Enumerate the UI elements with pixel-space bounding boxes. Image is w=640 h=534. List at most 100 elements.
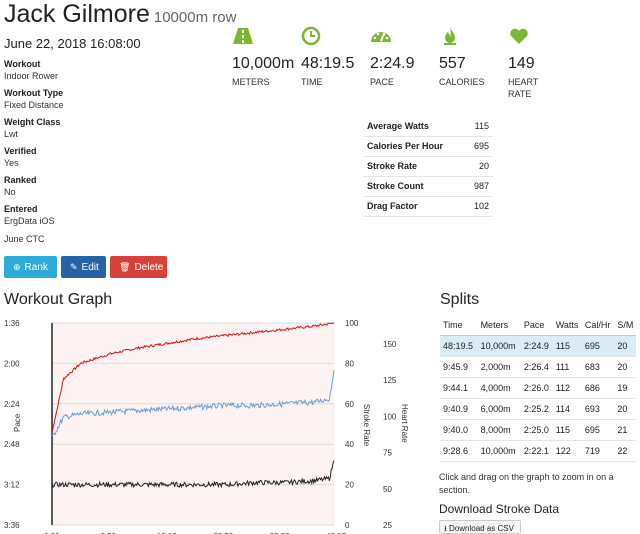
summary-row: Calories Per Hour 695 — [363, 136, 493, 157]
splits-cell: 6,000m — [477, 398, 521, 420]
summary-row: Average Watts 115 — [363, 116, 493, 137]
meta-value: Fixed Distance — [4, 100, 64, 110]
stroke-rate-tick-label: 20 — [345, 481, 354, 490]
splits-cell: 2:25.2 — [520, 398, 553, 420]
heart-rate-tick-label: 50 — [383, 485, 392, 494]
x-tick-label: 28:58 — [213, 532, 234, 534]
stat-calories: 557 CALORIES — [439, 26, 485, 88]
download-csv-button[interactable]: ⭳ Download as CSV — [439, 520, 521, 534]
splits-cell: 695 — [581, 335, 615, 357]
stat-value: 149 — [508, 55, 535, 72]
splits-cell: 9:44.1 — [440, 377, 478, 399]
splits-row[interactable]: 9:40.9 6,000m 2:25.2 114 693 20 — [440, 398, 636, 420]
splits-row[interactable]: 48:19.5 10,000m 2:24.9 115 695 20 — [440, 335, 636, 357]
splits-cell: 2,000m — [477, 356, 521, 378]
stat-meters: 10,000m METERS — [232, 26, 294, 88]
meta-label: Weight Class — [4, 117, 61, 127]
download-icon: ⭳ — [444, 524, 450, 533]
heart-rate-tick-label: 150 — [383, 340, 397, 349]
meta-label: Workout — [4, 59, 41, 69]
splits-cell: 719 — [581, 440, 615, 462]
series-stroke-rate-line — [51, 460, 335, 489]
splits-cell: 2:24.9 — [520, 335, 553, 357]
stat-value: 48:19.5 — [301, 55, 355, 72]
workout-date: June 22, 2018 16:08:00 — [4, 36, 141, 51]
summary-value: 987 — [468, 176, 493, 197]
splits-cell: 10,000m — [477, 440, 521, 462]
splits-cell: 9:28.6 — [440, 440, 478, 462]
splits-cell: 114 — [552, 398, 582, 420]
action-buttons: ⊕ Rank ✎ Edit 🗑 Delete — [4, 256, 167, 278]
x-tick-label: 48:17 — [326, 532, 347, 534]
splits-header: Watts — [552, 315, 582, 336]
pace-tick-label: 2:48 — [4, 440, 20, 449]
heart-rate-tick-label: 25 — [383, 521, 392, 530]
splits-title: Splits — [440, 291, 480, 308]
splits-cell: 9:45.9 — [440, 356, 478, 378]
workout-comment: June CTC — [4, 234, 45, 244]
stat-heart-rate: 149 HEART RATE — [508, 26, 558, 100]
splits-cell: 122 — [552, 440, 582, 462]
stat-value: 2:24.9 — [370, 55, 415, 72]
delete-button[interactable]: 🗑 Delete — [110, 256, 167, 278]
download-title: Download Stroke Data — [439, 502, 560, 516]
summary-row: Stroke Count 987 — [363, 176, 493, 197]
x-tick-label: 38:38 — [270, 532, 291, 534]
pace-tick-label: 3:36 — [4, 521, 20, 530]
pace-tick-label: 2:24 — [4, 400, 20, 409]
pencil-icon: ✎ — [70, 261, 78, 272]
summary-label: Calories Per Hour — [363, 136, 469, 157]
edit-button-label: Edit — [81, 261, 99, 273]
workout-graph[interactable]: 1:36 100 2:00 80 2:24 60 2:48 40 3:12 20 3:36 0 150 1… — [0, 314, 420, 534]
stroke-rate-tick-label: 80 — [345, 359, 354, 368]
stroke-rate-axis-label: Stroke Rate — [362, 404, 371, 447]
splits-cell: 48:19.5 — [440, 335, 478, 357]
workout-graph-title: Workout Graph — [4, 291, 113, 308]
delete-button-label: Delete — [134, 261, 164, 273]
summary-value: 102 — [468, 196, 493, 217]
rank-button-label: Rank — [24, 261, 48, 273]
splits-row[interactable]: 9:40.0 8,000m 2:25.0 115 695 21 — [440, 419, 636, 441]
splits-header: S/M — [614, 315, 636, 336]
series-pace-line — [51, 370, 335, 436]
plus-circle-icon: ⊕ — [13, 261, 21, 272]
splits-cell: 111 — [552, 356, 582, 378]
splits-cell: 19 — [614, 377, 636, 399]
splits-header: Pace — [520, 315, 553, 336]
splits-header: Time — [440, 315, 478, 336]
trash-icon: 🗑 — [119, 261, 131, 272]
splits-cell: 695 — [581, 419, 615, 441]
gauge-icon — [371, 32, 391, 42]
meta-value: Lwt — [4, 129, 19, 139]
splits-cell: 2:25.0 — [520, 419, 553, 441]
summary-row: Drag Factor 102 — [363, 196, 493, 217]
stat-label: CALORIES — [439, 77, 485, 87]
pace-tick-label: 1:36 — [4, 319, 20, 328]
stat-pace: 2:24.9 PACE — [370, 26, 414, 88]
stat-value: 557 — [439, 55, 466, 72]
splits-cell: 112 — [552, 377, 582, 399]
splits-row[interactable]: 9:28.6 10,000m 2:22.1 122 719 22 — [440, 440, 636, 462]
splits-cell: 22 — [614, 440, 636, 462]
splits-cell: 8,000m — [477, 419, 521, 441]
splits-cell: 4,000m — [477, 377, 521, 399]
splits-cell: 683 — [581, 356, 615, 378]
edit-button[interactable]: ✎ Edit — [61, 256, 106, 278]
splits-cell: 20 — [614, 335, 636, 357]
splits-cell: 2:26.4 — [520, 356, 553, 378]
x-tick-label: 9:39 — [100, 532, 116, 534]
splits-cell: 686 — [581, 377, 615, 399]
meta-value: Yes — [4, 158, 19, 168]
rank-button[interactable]: ⊕ Rank — [4, 256, 57, 278]
splits-header: Meters — [477, 315, 521, 336]
splits-cell: 115 — [552, 335, 582, 357]
athlete-title: Jack Gilmore 10000m row — [4, 0, 236, 29]
splits-row[interactable]: 9:45.9 2,000m 2:26.4 111 683 20 — [440, 356, 636, 378]
x-tick-label: 0:00 — [44, 532, 60, 534]
summary-value: 695 — [468, 136, 493, 157]
summary-row: Stroke Rate 20 — [363, 156, 493, 177]
stroke-rate-tick-label: 60 — [345, 400, 354, 409]
splits-cell: 2:26.0 — [520, 377, 553, 399]
meta-label: Ranked — [4, 175, 37, 185]
splits-row[interactable]: 9:44.1 4,000m 2:26.0 112 686 19 — [440, 377, 636, 399]
